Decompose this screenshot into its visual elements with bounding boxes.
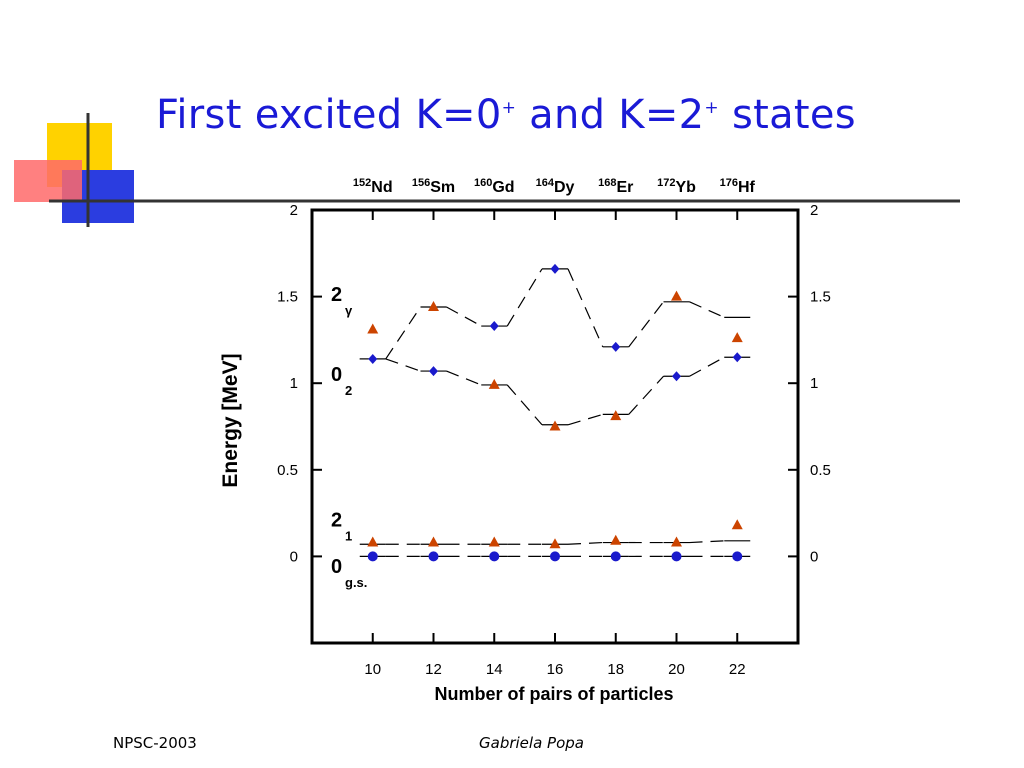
diamond-point [429, 366, 438, 377]
x-tick-label: 18 [607, 661, 624, 678]
y-tick-label-right: 0 [810, 548, 818, 565]
triangle-point [488, 378, 500, 389]
triangle-point [367, 536, 379, 547]
level-first-2-connector [689, 540, 725, 544]
diamond-point [489, 321, 499, 332]
triangle-point [549, 420, 561, 431]
triangle-point [428, 536, 439, 547]
circle-point [428, 551, 439, 562]
level-upper-connector [628, 301, 664, 348]
diamond-point [732, 352, 742, 363]
triangle-point [671, 536, 682, 547]
x-tick-label: 16 [547, 661, 564, 678]
level-upper-connector [689, 301, 725, 318]
x-axis-label: Number of pairs of particles [434, 684, 673, 704]
slide-title: First excited K=0+ and K=2+ states [156, 92, 856, 138]
isotope-label: 164Dy [536, 177, 575, 196]
y-tick-label-left: 1.5 [277, 289, 298, 306]
triangle-point [428, 300, 439, 311]
level-upper-connector [446, 306, 482, 327]
y-tick-label-right: 1.5 [810, 289, 831, 306]
y-tick-label-left: 2 [290, 202, 298, 219]
title-superscript-2: + [704, 98, 719, 118]
isotope-label: 160Gd [474, 177, 515, 196]
circle-point [489, 551, 500, 562]
diamond-point [611, 341, 621, 352]
title-part-3: states [718, 92, 856, 138]
triangle-point [610, 410, 622, 421]
level-lower-connector [628, 375, 664, 415]
diamond-point [672, 371, 681, 382]
y-tick-label-left: 1 [290, 375, 298, 392]
level-label-main: 2 [331, 509, 342, 531]
triangle-point [671, 290, 682, 301]
triangle-point [549, 538, 561, 549]
circle-point [610, 551, 621, 562]
level-label-sub: g.s. [345, 575, 367, 590]
level-label-sub: 1 [345, 528, 352, 543]
level-upper-connector [385, 306, 421, 360]
decor-red-square [14, 160, 82, 202]
level-lower-connector [385, 358, 421, 372]
x-tick-label: 12 [425, 661, 442, 678]
x-tick-label: 14 [486, 661, 503, 678]
isotope-label: 168Er [598, 177, 633, 196]
y-tick-label-right: 2 [810, 202, 818, 219]
circle-point [732, 551, 743, 562]
level-upper-connector [567, 268, 604, 348]
title-superscript-1: + [501, 98, 517, 118]
y-axis-label: Energy [MeV] [219, 353, 242, 487]
circle-point [367, 551, 378, 562]
level-label-main: 2 [331, 284, 342, 306]
level-label-sub: 2 [345, 383, 352, 398]
level-upper-connector [506, 268, 543, 327]
y-tick-label-left: 0 [290, 548, 298, 565]
triangle-point [488, 536, 500, 547]
level-lower-connector [506, 384, 543, 426]
isotope-label: 176Hf [720, 177, 756, 196]
y-tick-label-right: 0.5 [810, 462, 831, 479]
x-tick-label: 20 [668, 661, 685, 678]
level-lower-connector [446, 370, 482, 386]
level-label-sub: γ [345, 303, 353, 318]
isotope-label: 156Sm [412, 177, 455, 196]
isotope-label: 172Yb [657, 177, 696, 196]
circle-point [550, 551, 560, 562]
y-tick-label-right: 1 [810, 375, 818, 392]
level-lower-connector [567, 413, 603, 426]
circle-point [671, 551, 682, 562]
isotope-label: 152Nd [353, 177, 393, 196]
diamond-point [550, 263, 560, 274]
footer-left: NPSC-2003 [113, 734, 197, 752]
title-part-1: First excited K=0 [156, 92, 502, 138]
level-label-main: 0 [331, 556, 342, 578]
title-part-2: and K=2 [516, 92, 705, 138]
y-tick-label-left: 0.5 [277, 462, 298, 479]
triangle-point [731, 332, 743, 343]
x-tick-label: 22 [729, 661, 746, 678]
footer-author: Gabriela Popa [479, 734, 584, 752]
triangle-point [610, 534, 622, 545]
triangle-point [367, 323, 379, 334]
level-lower-connector [689, 356, 725, 377]
diamond-point [368, 353, 378, 364]
level-label-main: 0 [331, 364, 342, 386]
level-first-2-connector [567, 541, 603, 545]
triangle-point [731, 519, 743, 530]
x-tick-label: 10 [364, 661, 381, 678]
